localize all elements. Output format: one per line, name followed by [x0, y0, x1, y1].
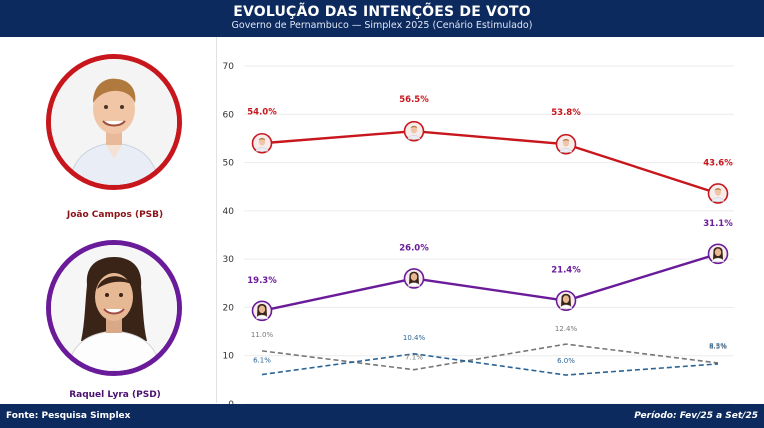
y-tick-label: 30	[223, 255, 235, 265]
data-label: 43.6%	[703, 158, 733, 168]
data-label: 8.3%	[709, 342, 727, 350]
data-label: 8.5%	[709, 343, 727, 351]
y-tick-label: 60	[223, 110, 235, 120]
data-label: 53.8%	[551, 108, 581, 118]
header-banner: EVOLUÇÃO DAS INTENÇÕES DE VOTO Governo d…	[0, 0, 764, 37]
data-label: 19.3%	[247, 276, 277, 286]
data-label: 11.0%	[251, 331, 274, 339]
data-point-marker[interactable]	[555, 133, 577, 155]
y-tick-label: 10	[223, 352, 235, 362]
chart-area: 010203040506070Fev/25Mai/25Jul/25Set/25 …	[218, 37, 764, 416]
data-point-marker[interactable]	[251, 300, 273, 322]
data-label: 56.5%	[399, 95, 429, 105]
data-label: 26.0%	[399, 243, 429, 253]
page-subtitle: Governo de Pernambuco — Simplex 2025 (Ce…	[231, 20, 533, 31]
data-point-marker[interactable]	[707, 243, 729, 265]
y-tick-label: 20	[223, 303, 235, 313]
data-label: 6.0%	[557, 357, 575, 365]
data-label: 7.1%	[405, 354, 423, 362]
data-point-marker[interactable]	[403, 120, 425, 142]
portrait-icon	[51, 245, 177, 371]
series-line-1	[261, 252, 719, 312]
candidates-panel: João Campos (PSB) Raquel Lyra (PSD)	[0, 37, 217, 403]
footer-bar: Fonte: Pesquisa Simplex Período: Fev/25 …	[0, 404, 764, 428]
data-point-marker[interactable]	[251, 132, 273, 154]
candidate-photo-joao	[46, 54, 182, 190]
data-label: 6.1%	[253, 357, 271, 365]
data-label: 10.4%	[403, 334, 426, 342]
data-point-marker[interactable]	[707, 183, 729, 204]
y-tick-label: 70	[223, 62, 235, 72]
data-label: 12.4%	[555, 325, 578, 333]
page-title: EVOLUÇÃO DAS INTENÇÕES DE VOTO	[233, 4, 531, 20]
candidate-photo-raquel	[46, 240, 182, 376]
data-label: 54.0%	[247, 107, 277, 117]
candidate-name-raquel: Raquel Lyra (PSD)	[69, 390, 161, 400]
candidate-name-joao: João Campos (PSB)	[66, 210, 164, 220]
series-line-0	[261, 129, 719, 195]
series-line-2	[261, 343, 719, 371]
footer-period: Período: Fev/25 a Set/25	[634, 411, 758, 421]
y-tick-label: 50	[223, 159, 235, 169]
data-point-marker[interactable]	[555, 290, 577, 311]
data-label: 21.4%	[551, 266, 581, 276]
series-line-3	[261, 352, 719, 376]
data-label: 31.1%	[703, 219, 733, 229]
y-tick-label: 40	[223, 207, 235, 217]
line-chart: 010203040506070Fev/25Mai/25Jul/25Set/25 …	[223, 62, 734, 416]
footer-source: Fonte: Pesquisa Simplex	[6, 411, 131, 421]
portrait-icon	[51, 59, 177, 185]
data-point-marker[interactable]	[403, 268, 425, 289]
